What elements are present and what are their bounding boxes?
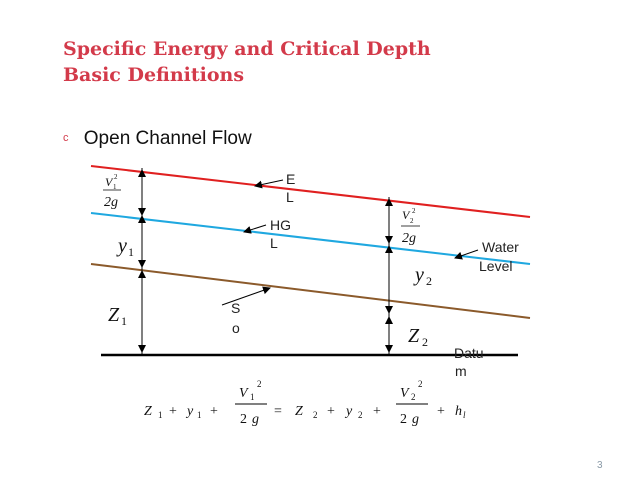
channel-bed-line bbox=[90, 263, 531, 319]
z1-symbol: Z bbox=[108, 304, 120, 326]
y1-symbol: y bbox=[116, 235, 127, 257]
eq-z2-sub: 2 bbox=[313, 410, 318, 420]
datum-label-2: m bbox=[455, 363, 467, 379]
y1-sub: 1 bbox=[128, 245, 134, 259]
eq-z2: Z bbox=[295, 404, 303, 419]
z2-symbol: Z bbox=[408, 325, 420, 347]
eq-den1: 2 bbox=[240, 412, 247, 427]
el-label-1: E bbox=[286, 171, 295, 187]
eq-y1-sub: 1 bbox=[197, 410, 202, 420]
so-label-2: o bbox=[232, 320, 240, 336]
title-line-2: Basic Definitions bbox=[63, 64, 245, 86]
v2-sup: 2 bbox=[412, 207, 416, 215]
el-pointer-arrow bbox=[254, 179, 284, 189]
datum-label-1: Datu bbox=[454, 345, 484, 361]
slide-title: Specific Energy and Critical Depth Basic… bbox=[63, 36, 431, 88]
eq-plus-2: + bbox=[210, 404, 218, 419]
eq-plus-3: + bbox=[327, 404, 335, 419]
bullet-item: c Open Channel Flow bbox=[63, 128, 252, 150]
bullet-text: Open Channel Flow bbox=[83, 128, 252, 149]
eq-plus-4: + bbox=[373, 404, 381, 419]
y2-symbol: y bbox=[413, 264, 424, 286]
v2-denominator: 2g bbox=[402, 231, 416, 246]
eq-v1-sup: 2 bbox=[257, 379, 262, 389]
eq-y2: y bbox=[344, 404, 353, 419]
eq-v2: V bbox=[400, 386, 410, 401]
water-surface-line bbox=[90, 212, 531, 265]
eq-v2-sub: 2 bbox=[411, 392, 416, 402]
so-pointer-arrow bbox=[221, 286, 271, 306]
bullet-icon: c bbox=[63, 132, 69, 144]
eq-v2-sup: 2 bbox=[418, 379, 423, 389]
eq-plus-1: + bbox=[169, 404, 177, 419]
v2-sub: 2 bbox=[410, 217, 414, 225]
water-label-2: Level bbox=[479, 258, 512, 274]
z1-sub: 1 bbox=[121, 314, 127, 328]
eq-z1: Z bbox=[144, 404, 152, 419]
water-pointer-arrow bbox=[454, 249, 479, 260]
eq-v1-sub: 1 bbox=[250, 392, 255, 402]
eq-plus-5: + bbox=[437, 404, 445, 419]
eq-den2-g: g bbox=[412, 412, 419, 427]
y2-sub: 2 bbox=[426, 274, 432, 288]
hgl-pointer-arrow bbox=[243, 224, 267, 234]
water-label-1: Water bbox=[482, 239, 519, 255]
so-label-1: S bbox=[231, 300, 240, 316]
v2-symbol: V bbox=[402, 208, 411, 222]
page-number: 3 bbox=[597, 460, 603, 471]
eq-y1: y bbox=[185, 404, 194, 419]
eq-den2: 2 bbox=[400, 412, 407, 427]
eq-equals: = bbox=[274, 404, 282, 419]
v1-sup: 2 bbox=[114, 173, 118, 181]
eq-v1: V bbox=[239, 386, 249, 401]
z2-sub: 2 bbox=[422, 335, 428, 349]
eq-den1-g: g bbox=[252, 412, 259, 427]
eq-y2-sub: 2 bbox=[358, 410, 363, 420]
eq-hl-sub: l bbox=[463, 410, 466, 420]
eq-hl: h bbox=[455, 404, 462, 419]
v1-sub: 1 bbox=[113, 183, 117, 191]
energy-line bbox=[90, 165, 531, 218]
hgl-label-1: HG bbox=[270, 217, 291, 233]
hgl-label-2: L bbox=[270, 235, 278, 251]
v1-symbol: V bbox=[105, 175, 114, 189]
energy-equation: Z 1 + y 1 + V 2 1 2 g = Z 2 + y 2 + V 2 … bbox=[144, 379, 466, 427]
eq-z1-sub: 1 bbox=[158, 410, 163, 420]
title-line-1: Specific Energy and Critical Depth bbox=[63, 38, 431, 60]
el-label-2: L bbox=[286, 189, 294, 205]
v1-denominator: 2g bbox=[104, 195, 118, 210]
